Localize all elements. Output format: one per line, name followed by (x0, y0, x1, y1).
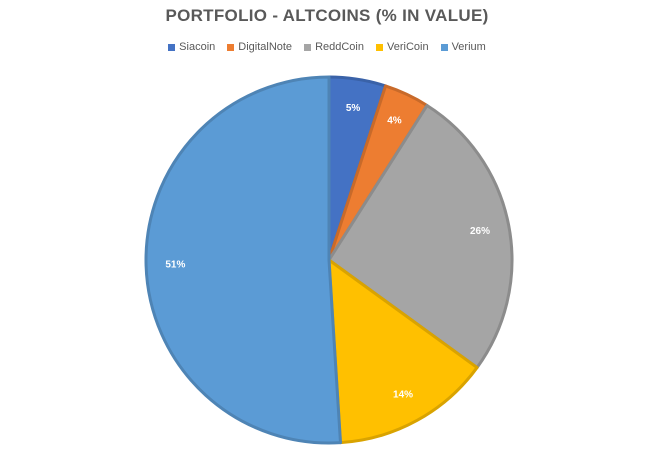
legend-swatch (440, 43, 448, 51)
legend-item-verium: Verium (440, 41, 486, 53)
legend-label: DigitalNote (238, 41, 293, 53)
legend-label: Verium (451, 41, 486, 53)
legend-swatch (168, 43, 176, 51)
legend-item-reddcoin: ReddCoin (304, 41, 364, 53)
data-label-reddcoin: 26% (470, 226, 490, 237)
legend-item-vericoin: VeriCoin (375, 41, 429, 53)
legend: Siacoin DigitalNote ReddCoin VeriCoin Verium (0, 41, 654, 53)
data-label-digitalnote: 4% (387, 116, 402, 127)
slice-verium (144, 75, 342, 445)
legend-label: Siacoin (179, 41, 216, 53)
legend-item-siacoin: Siacoin (168, 41, 215, 53)
data-label-verium: 51% (165, 259, 185, 270)
legend-swatch (375, 43, 383, 51)
chart-title: PORTFOLIO - ALTCOINS (% IN VALUE) (165, 6, 489, 25)
legend-label: ReddCoin (315, 41, 364, 53)
slice-reddcoin (327, 103, 514, 370)
legend-label: VeriCoin (386, 41, 429, 53)
data-label-siacoin: 5% (346, 103, 361, 114)
legend-item-digitalnote: DigitalNote (227, 41, 292, 53)
legend-swatch (304, 43, 312, 51)
legend-swatch (227, 43, 235, 51)
data-label-vericoin: 14% (393, 389, 413, 400)
slice-vericoin (327, 258, 479, 445)
